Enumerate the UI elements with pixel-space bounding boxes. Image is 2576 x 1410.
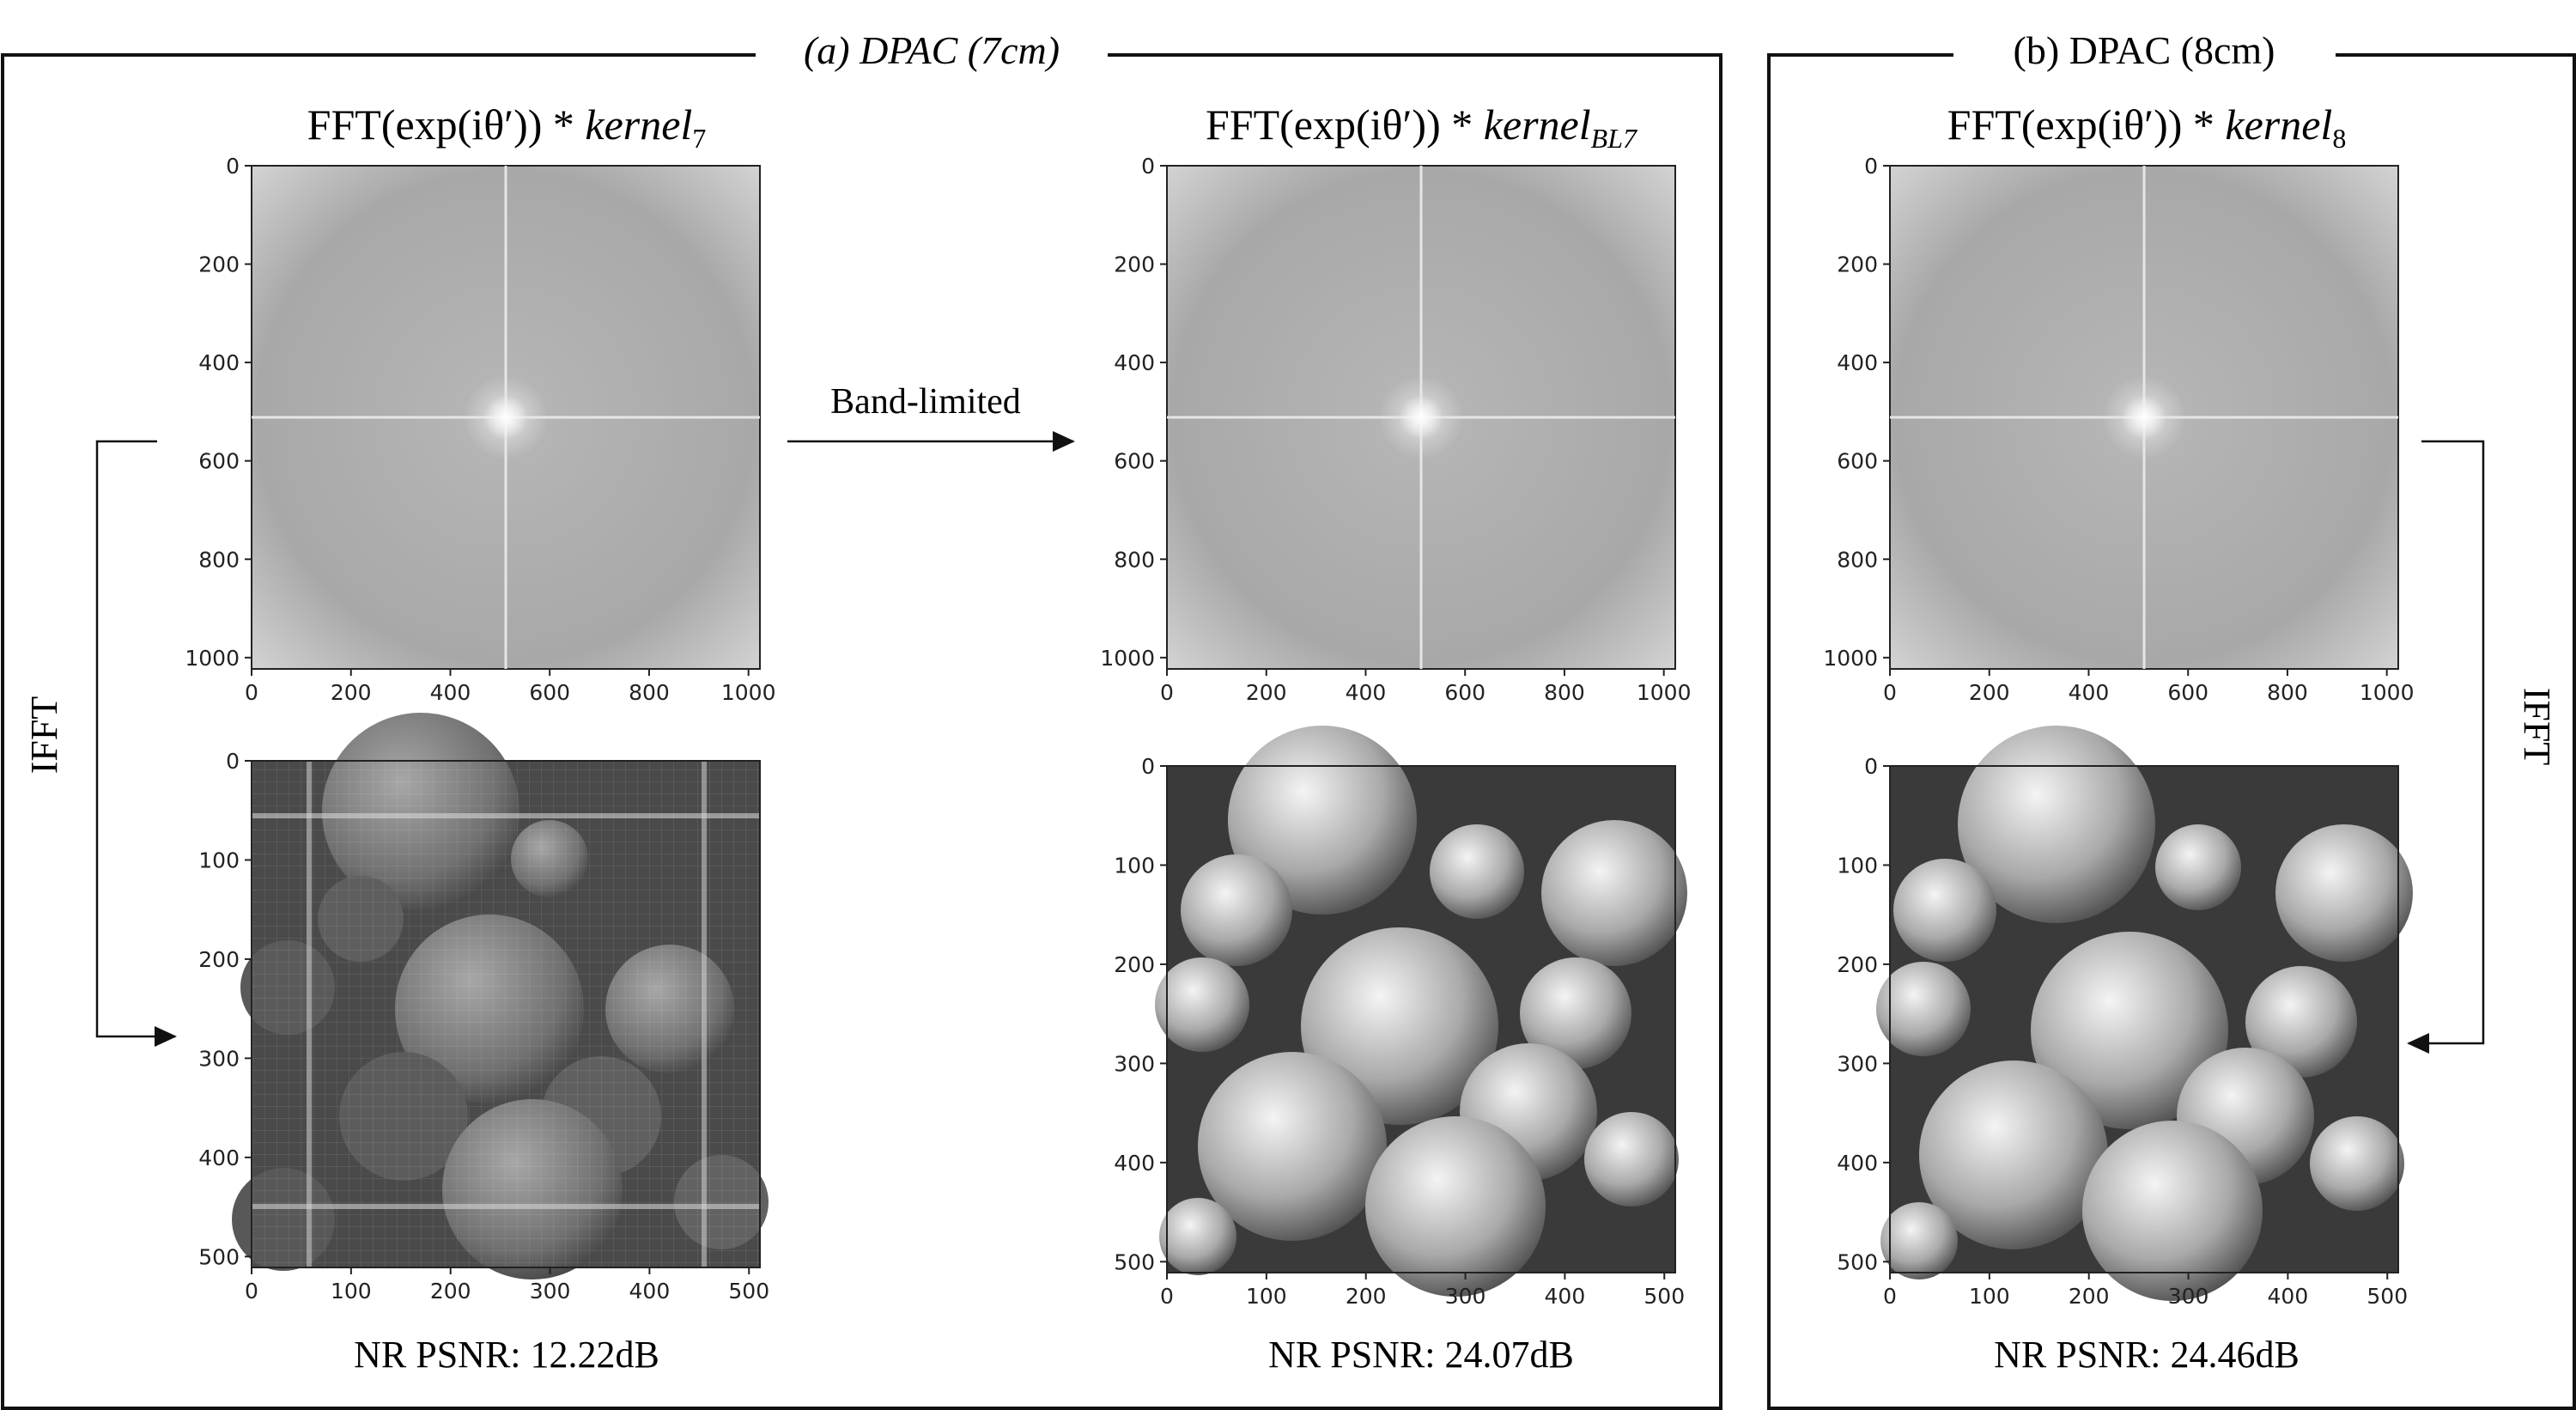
rec3-x-tick-label-0: 0: [1883, 1284, 1897, 1309]
fft3-x-tick-label-400: 400: [2069, 680, 2110, 705]
rec2-y-tick-label-500: 500: [1114, 1249, 1155, 1274]
rec1-x-tick-label-100: 100: [331, 1279, 372, 1304]
fft1-y-tick-label-0: 0: [226, 154, 240, 179]
fft3-x-tick-label-0: 0: [1883, 680, 1897, 705]
panel-title-2: FFT(exp(iθ′)) * kernelBL7: [1206, 100, 1638, 154]
fft-spectrum-1: [251, 165, 761, 670]
rec2-x-tick-label-200: 200: [1346, 1284, 1387, 1309]
ifft-right-label: IFFT: [2516, 688, 2558, 766]
reconstruction-image-3: [1876, 726, 2413, 1301]
group-a-label: (a) DPAC (7cm): [804, 28, 1060, 72]
fft2-y-tick-label-400: 400: [1114, 350, 1155, 375]
reconstruction-image-2: [1155, 726, 1687, 1297]
rec3-x-tick-label-500: 500: [2366, 1284, 2408, 1309]
rec1-x-tick-label-200: 200: [430, 1279, 471, 1304]
rec3-y-tick-label-200: 200: [1837, 952, 1878, 977]
rec3-y-tick-label-0: 0: [1864, 754, 1878, 779]
rec1-y-tick-label-100: 100: [198, 848, 240, 872]
rec1-y-tick-label-0: 0: [226, 749, 240, 774]
group-b-frame: [1767, 53, 2576, 1410]
rec3-y-tick-label-100: 100: [1837, 853, 1878, 878]
band-limited-label: Band-limited: [830, 382, 1021, 422]
ifft-right-arrow: [2407, 440, 2485, 1054]
rec3-x-tick-label-300: 300: [2168, 1284, 2209, 1309]
axes-layer: 0020020040040060060080080010001000002002…: [185, 154, 2414, 1309]
group-b-label: (b) DPAC (8cm): [2014, 28, 2275, 72]
rec3-x-tick-label-400: 400: [2268, 1284, 2309, 1309]
fft1-x-tick-label-600: 600: [529, 680, 570, 705]
panel-title-1: FFT(exp(iθ′)) * kernel7: [307, 100, 707, 154]
rec1-x-tick-label-400: 400: [629, 1279, 671, 1304]
ifft-left-label: IFFT: [23, 696, 65, 775]
rec1-y-tick-label-200: 200: [198, 947, 240, 972]
fft3-y-tick-label-400: 400: [1837, 350, 1878, 375]
fft3-y-tick-label-1000: 1000: [1823, 646, 1878, 671]
rec2-y-tick-label-200: 200: [1114, 952, 1155, 977]
rec2-y-tick-label-300: 300: [1114, 1051, 1155, 1076]
fft3-x-tick-label-800: 800: [2267, 680, 2308, 705]
fft3-x-tick-label-1000: 1000: [2360, 680, 2415, 705]
fft1-y-tick-label-600: 600: [198, 449, 240, 474]
rec2-x-tick-label-100: 100: [1246, 1284, 1287, 1309]
rec3-y-tick-label-500: 500: [1837, 1249, 1878, 1274]
fft2-y-tick-label-800: 800: [1114, 547, 1155, 572]
rec2-y-tick-label-100: 100: [1114, 853, 1155, 878]
fft1-x-tick-label-400: 400: [430, 680, 471, 705]
fft3-y-tick-label-200: 200: [1837, 252, 1878, 277]
rec2-x-tick-label-300: 300: [1445, 1284, 1486, 1309]
rec1-x-tick-label-300: 300: [530, 1279, 571, 1304]
fft2-x-tick-label-600: 600: [1444, 680, 1485, 705]
rec1-x-tick-label-500: 500: [728, 1279, 769, 1304]
fft2-y-tick-label-600: 600: [1114, 449, 1155, 474]
fft2-y-tick-label-200: 200: [1114, 252, 1155, 277]
fft1-x-tick-label-1000: 1000: [721, 680, 776, 705]
fft1-x-tick-label-800: 800: [629, 680, 670, 705]
fft3-x-tick-label-200: 200: [1969, 680, 2010, 705]
rec3-x-tick-label-100: 100: [1969, 1284, 2010, 1309]
rec1-y-tick-label-500: 500: [198, 1244, 240, 1269]
fft2-x-tick-label-800: 800: [1544, 680, 1585, 705]
rec3-y-tick-label-300: 300: [1837, 1051, 1878, 1076]
psnr-label-2: NR PSNR: 24.07dB: [1268, 1334, 1574, 1376]
fft2-y-tick-label-1000: 1000: [1100, 646, 1155, 671]
ifft-left-arrow: [95, 440, 177, 1047]
psnr-label-3: NR PSNR: 24.46dB: [1994, 1334, 2300, 1376]
rec3-y-tick-label-400: 400: [1837, 1151, 1878, 1176]
fft1-y-tick-label-800: 800: [198, 547, 240, 572]
fft2-y-tick-label-0: 0: [1141, 154, 1155, 179]
fft2-x-tick-label-0: 0: [1160, 680, 1174, 705]
rec2-x-tick-label-400: 400: [1545, 1284, 1586, 1309]
rec2-y-tick-label-0: 0: [1141, 754, 1155, 779]
psnr-label-1: NR PSNR: 12.22dB: [354, 1334, 659, 1376]
fft2-x-tick-label-400: 400: [1346, 680, 1387, 705]
rec1-y-tick-label-400: 400: [198, 1146, 240, 1170]
fft1-y-tick-label-400: 400: [198, 350, 240, 375]
fft1-x-tick-label-0: 0: [245, 680, 258, 705]
rec1-x-tick-label-0: 0: [245, 1279, 258, 1304]
fft1-y-tick-label-200: 200: [198, 252, 240, 277]
fft3-y-tick-label-800: 800: [1837, 547, 1878, 572]
fft-spectrum-3: [1889, 165, 2399, 670]
panel-title-3: FFT(exp(iθ′)) * kernel8: [1947, 100, 2347, 154]
fft1-y-tick-label-1000: 1000: [185, 646, 240, 671]
fft3-y-tick-label-600: 600: [1837, 449, 1878, 474]
fft3-y-tick-label-0: 0: [1864, 154, 1878, 179]
fft2-x-tick-label-200: 200: [1246, 680, 1287, 705]
fft2-x-tick-label-1000: 1000: [1637, 680, 1692, 705]
rec2-y-tick-label-400: 400: [1114, 1151, 1155, 1176]
group-a-frame: [1, 53, 1722, 1410]
rec2-x-tick-label-500: 500: [1643, 1284, 1685, 1309]
rec2-x-tick-label-0: 0: [1160, 1284, 1174, 1309]
fft1-x-tick-label-200: 200: [331, 680, 372, 705]
rec1-y-tick-label-300: 300: [198, 1046, 240, 1071]
fft3-x-tick-label-600: 600: [2167, 680, 2208, 705]
reconstruction-image-1: [232, 713, 769, 1279]
rec3-x-tick-label-200: 200: [2069, 1284, 2110, 1309]
fft-spectrum-2: [1166, 165, 1676, 670]
